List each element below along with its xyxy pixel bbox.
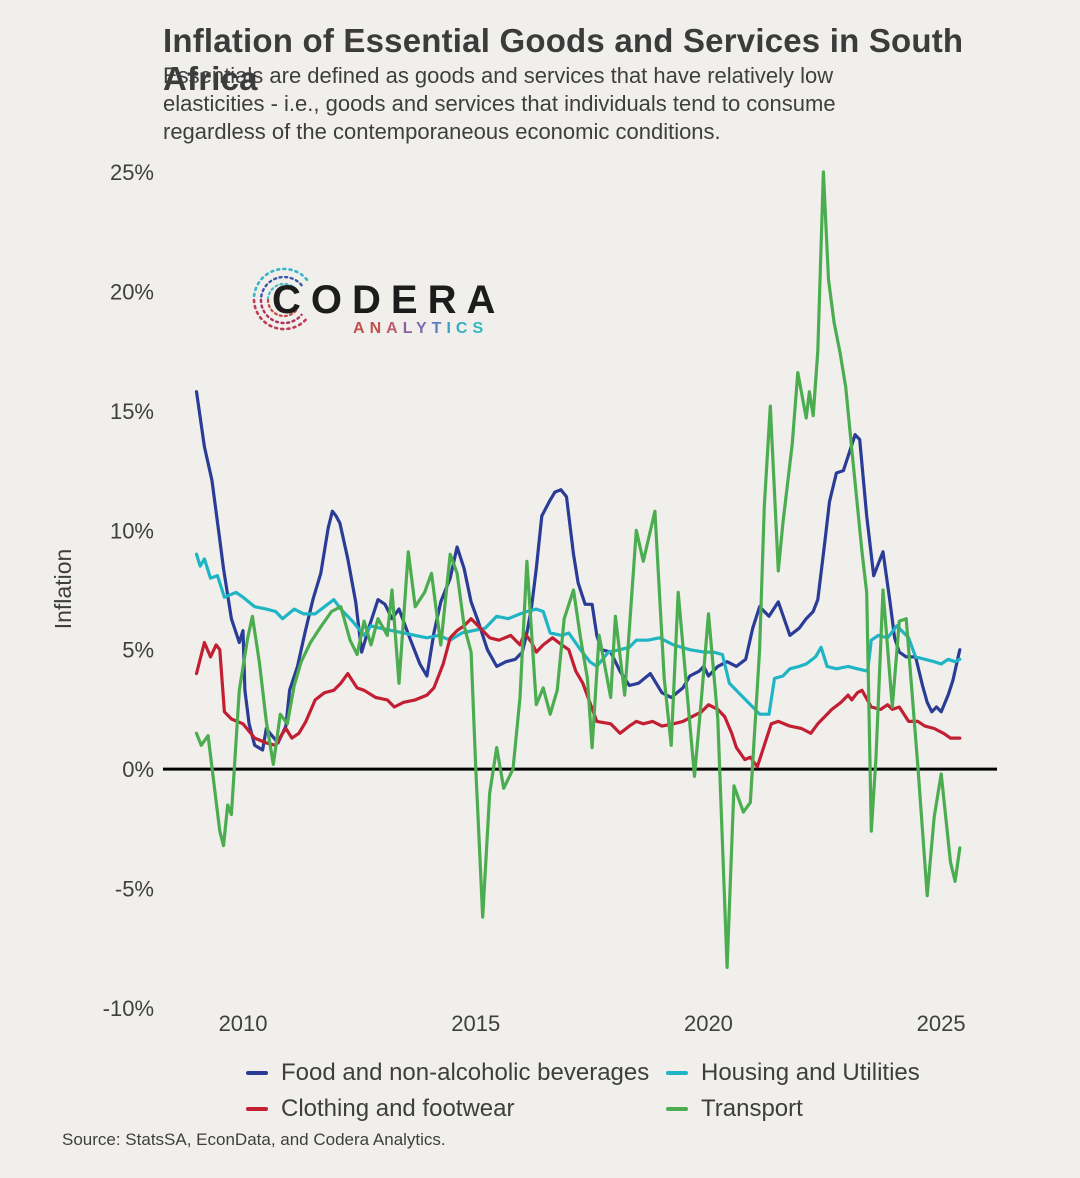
y-tick-label: 15% <box>110 399 154 424</box>
legend-item-food: Food and non-alcoholic beverages <box>246 1058 666 1087</box>
legend-item-clothing: Clothing and footwear <box>246 1094 666 1123</box>
y-axis-title: Inflation <box>50 549 76 630</box>
y-tick-label: 20% <box>110 279 154 304</box>
codera-logo-text: CODERA <box>272 278 506 322</box>
chart-title: Inflation of Essential Goods and Service… <box>163 22 964 97</box>
codera-logo-subtext: ANALYTICS <box>353 320 489 337</box>
legend-label-clothing: Clothing and footwear <box>281 1094 515 1122</box>
legend-label-transport: Transport <box>701 1094 803 1122</box>
codera-logo: CODERA ANALYTICS <box>246 254 516 346</box>
legend-label-food: Food and non-alcoholic beverages <box>281 1058 650 1086</box>
series-line-transport <box>194 170 962 970</box>
legend-item-housing: Housing and Utilities <box>666 1058 920 1087</box>
series-line-food <box>194 390 962 752</box>
legend-swatch-clothing <box>246 1106 268 1111</box>
legend-swatch-food <box>246 1070 268 1075</box>
chart-subtitle: Essentials are defined as goods and serv… <box>163 63 836 144</box>
y-tick-label: 10% <box>110 518 154 543</box>
x-tick-label: 2015 <box>451 1011 500 1036</box>
y-tick-label: 25% <box>110 160 154 185</box>
y-tick-label: 5% <box>122 638 154 663</box>
y-tick-label: 0% <box>122 757 154 782</box>
legend: Food and non-alcoholic beverages Housing… <box>246 1058 920 1123</box>
x-tick-label: 2020 <box>684 1011 733 1036</box>
series-line-clothing <box>194 617 962 769</box>
legend-item-transport: Transport <box>666 1094 920 1123</box>
series-line-housing <box>194 552 962 716</box>
y-tick-label: -10% <box>103 996 154 1021</box>
legend-swatch-housing <box>666 1070 688 1075</box>
legend-label-housing: Housing and Utilities <box>701 1058 920 1086</box>
source-note: Source: StatsSA, EconData, and Codera An… <box>62 1130 446 1149</box>
codera-logo-icon <box>252 267 309 331</box>
x-tick-label: 2010 <box>219 1011 268 1036</box>
x-tick-label: 2025 <box>917 1011 966 1036</box>
y-tick-label: -5% <box>115 877 154 902</box>
legend-swatch-transport <box>666 1106 688 1111</box>
